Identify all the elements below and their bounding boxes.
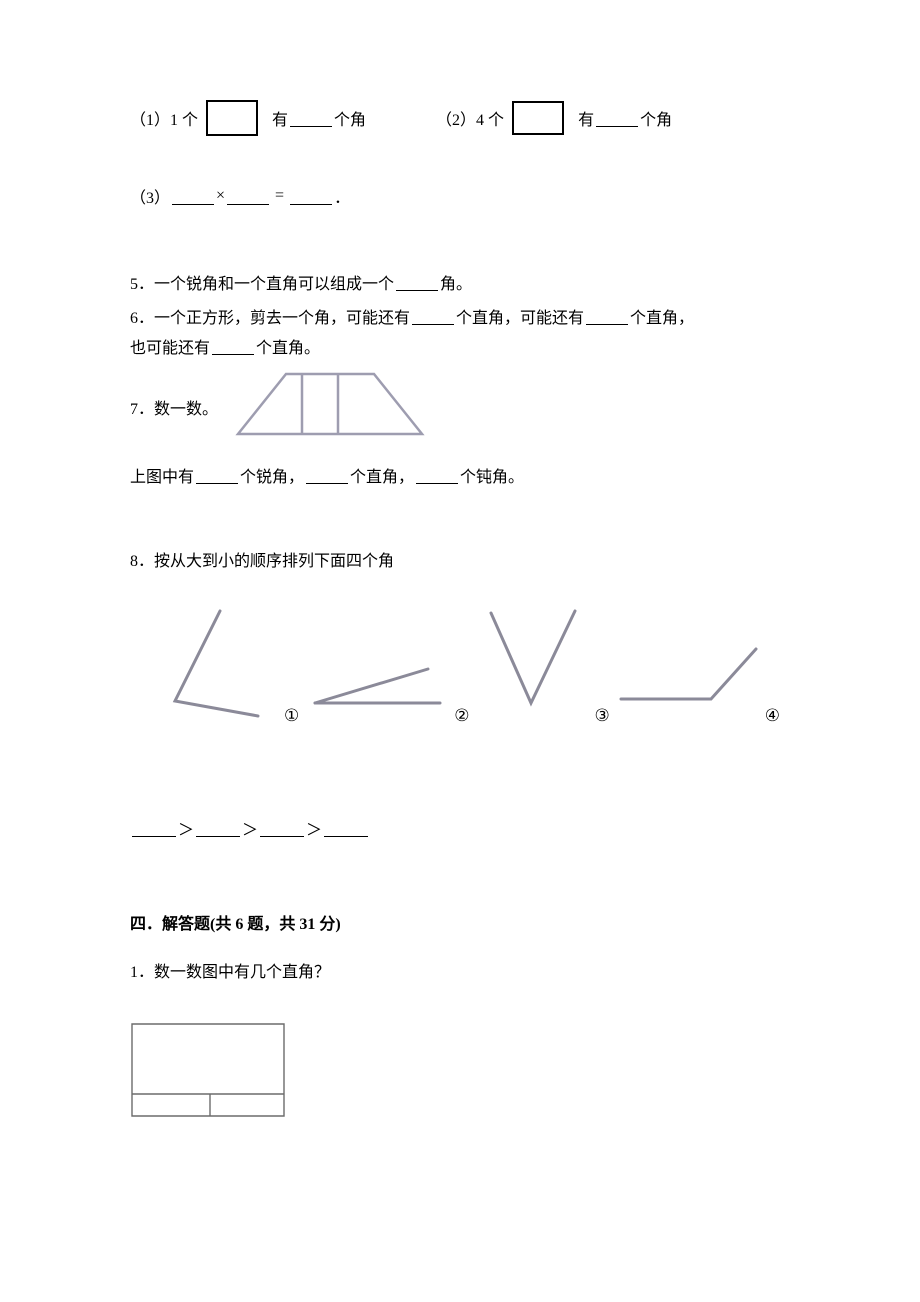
- q1p3-blank3: [290, 187, 332, 205]
- q5: 5．一个锐角和一个直角可以组成一个 角。: [130, 270, 790, 294]
- q1p2-blank: [596, 109, 638, 127]
- q6-line1: 6．一个正方形，剪去一个角，可能还有 个直角，可能还有 个直角，: [130, 304, 790, 328]
- q7-row1: 7．数一数。: [130, 368, 790, 445]
- angle1-icon: [140, 601, 280, 721]
- q8-angle-1: ①: [140, 601, 299, 726]
- q1p1-blank: [290, 109, 332, 127]
- q1p1-rect: [206, 100, 258, 136]
- angle2-id: ②: [454, 706, 469, 726]
- q6-blank1: [412, 307, 454, 325]
- q5-blank: [396, 273, 438, 291]
- section4-q1: 1．数一数图中有几个直角？: [130, 958, 790, 982]
- q1p2-prefix: （2）4 个: [436, 106, 504, 130]
- q1p2-rect: [512, 101, 564, 135]
- q7-blank1: [196, 466, 238, 484]
- section4-q1-figure: [130, 1022, 286, 1123]
- q8-blank2: [196, 819, 240, 837]
- q6-e: 个直角。: [256, 334, 320, 358]
- q1p3-blank2: [227, 187, 269, 205]
- q7-figure: [226, 368, 426, 445]
- q1p3-times: ×: [216, 187, 225, 205]
- q8-order-line: ＞ ＞ ＞: [130, 816, 790, 840]
- angle3-icon: [471, 601, 591, 721]
- q8-angle-4: ④: [611, 601, 780, 726]
- q1p3-blank1: [172, 187, 214, 205]
- angle4-icon: [611, 601, 761, 721]
- q1p1-suffix: 个角: [334, 106, 366, 130]
- q8-gt2: ＞: [242, 816, 258, 840]
- q6-blank3: [212, 337, 254, 355]
- q7-2a: 上图中有: [130, 463, 194, 487]
- angle3-id: ③: [595, 706, 610, 726]
- q7-blank2: [306, 466, 348, 484]
- q1p2-suffix: 个角: [640, 106, 672, 130]
- q8-blank1: [132, 819, 176, 837]
- q8-angle-2: ②: [300, 601, 469, 726]
- q5-a: 5．一个锐角和一个直角可以组成一个: [130, 270, 394, 294]
- q8-blank4: [324, 819, 368, 837]
- q7-label: 7．数一数。: [130, 395, 218, 419]
- angle2-icon: [300, 601, 450, 721]
- q1p1-prefix: （1）1 个: [130, 106, 198, 130]
- section4-heading: 四．解答题(共 6 题，共 31 分): [130, 910, 790, 934]
- angle4-id: ④: [765, 706, 780, 726]
- q7-2c: 个直角，: [350, 463, 414, 487]
- angle1-id: ①: [284, 706, 299, 726]
- q6-b: 个直角，可能还有: [456, 304, 584, 328]
- q8-angles-row: ① ② ③ ④: [130, 601, 790, 726]
- q1p3-prefix: （3）: [130, 184, 170, 208]
- q7-blank3: [416, 466, 458, 484]
- q8-gt3: ＞: [306, 816, 322, 840]
- q6-c: 个直角，: [630, 304, 694, 328]
- q-top-row1: （1）1 个 有 个角 （2）4 个 有 个角: [130, 100, 790, 136]
- q5-b: 角。: [440, 270, 472, 294]
- q1p1-mid: 有: [272, 106, 288, 130]
- q6-d: 也可能还有: [130, 334, 210, 358]
- q6-blank2: [586, 307, 628, 325]
- q1p3-eq: =: [275, 187, 284, 205]
- q8-label: 8．按从大到小的顺序排列下面四个角: [130, 547, 790, 571]
- q6-a: 6．一个正方形，剪去一个角，可能还有: [130, 304, 410, 328]
- q7-2d: 个钝角。: [460, 463, 524, 487]
- q8-blank3: [260, 819, 304, 837]
- q6-line2: 也可能还有 个直角。: [130, 334, 790, 358]
- q1p2-mid: 有: [578, 106, 594, 130]
- q8-gt1: ＞: [178, 816, 194, 840]
- q7-row2: 上图中有 个锐角， 个直角， 个钝角。: [130, 463, 790, 487]
- q8-angle-3: ③: [471, 601, 610, 726]
- q-top-row2: （3） × = ．: [130, 184, 790, 208]
- q1p3-dot: ．: [334, 184, 350, 208]
- q7-2b: 个锐角，: [240, 463, 304, 487]
